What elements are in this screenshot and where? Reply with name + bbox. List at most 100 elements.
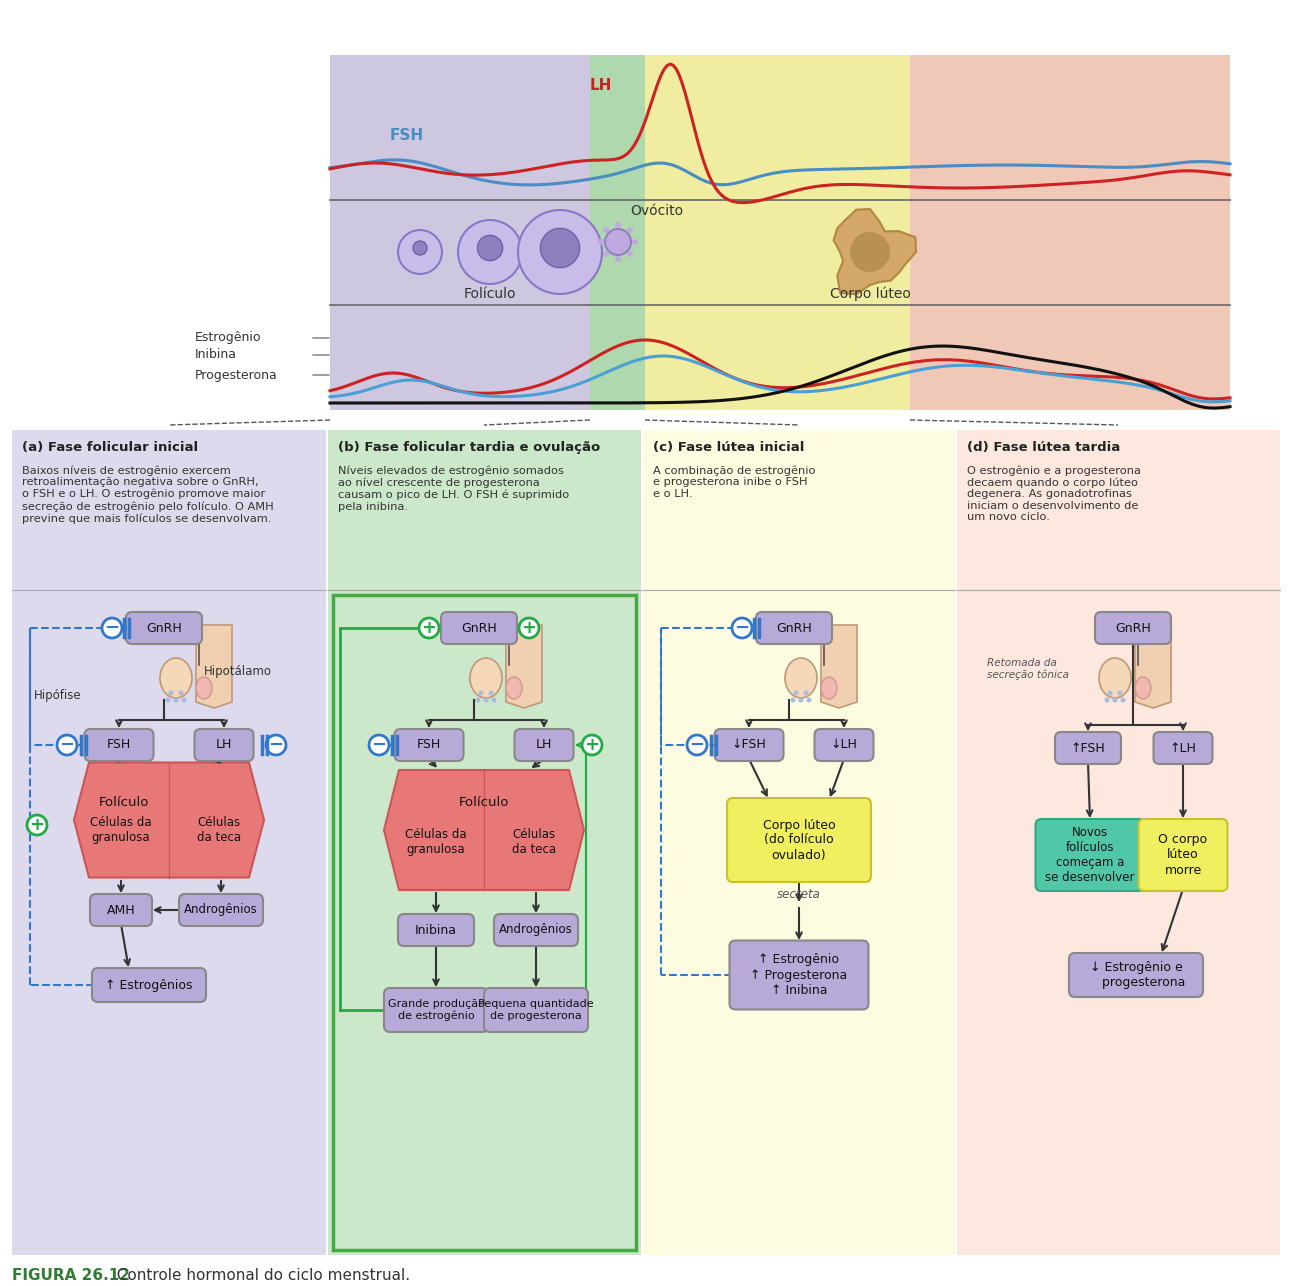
FancyBboxPatch shape xyxy=(1154,732,1212,764)
Text: AMH: AMH xyxy=(107,904,136,917)
Circle shape xyxy=(266,736,286,755)
FancyBboxPatch shape xyxy=(727,799,871,882)
Text: A combinação de estrogênio
e progesterona inibe o FSH
e o LH.: A combinação de estrogênio e progesteron… xyxy=(652,466,815,499)
Text: Folículo: Folículo xyxy=(464,287,517,301)
Polygon shape xyxy=(820,625,857,709)
Ellipse shape xyxy=(470,658,503,698)
Circle shape xyxy=(57,736,78,755)
Text: FSH: FSH xyxy=(390,129,424,143)
Text: +: + xyxy=(584,736,599,754)
Circle shape xyxy=(181,697,186,702)
Circle shape xyxy=(806,697,811,702)
Circle shape xyxy=(419,619,439,638)
Text: LH: LH xyxy=(216,738,233,751)
Circle shape xyxy=(804,691,809,696)
Circle shape xyxy=(168,691,173,696)
Circle shape xyxy=(370,736,389,755)
Circle shape xyxy=(173,697,178,702)
FancyBboxPatch shape xyxy=(756,612,832,644)
Ellipse shape xyxy=(1099,658,1130,698)
Text: ↑ Estrogênios: ↑ Estrogênios xyxy=(105,979,193,992)
Text: Ovócito: Ovócito xyxy=(630,204,683,219)
Circle shape xyxy=(413,240,426,255)
Circle shape xyxy=(850,231,890,273)
Bar xyxy=(645,55,910,410)
FancyBboxPatch shape xyxy=(90,894,152,926)
Circle shape xyxy=(793,691,798,696)
Circle shape xyxy=(581,736,602,755)
Circle shape xyxy=(1105,697,1110,702)
Text: +: + xyxy=(522,619,536,637)
Circle shape xyxy=(478,235,503,261)
Bar xyxy=(12,430,326,1255)
Circle shape xyxy=(519,619,539,638)
FancyBboxPatch shape xyxy=(1056,732,1121,764)
Text: Androgênios: Androgênios xyxy=(185,904,258,917)
Circle shape xyxy=(165,697,171,702)
Text: Novos
folículos
começam a
se desenvolver: Novos folículos começam a se desenvolver xyxy=(1045,826,1134,883)
Text: FSH: FSH xyxy=(417,738,441,751)
Circle shape xyxy=(687,736,707,755)
Bar xyxy=(328,430,641,1255)
Text: Células da
granulosa: Células da granulosa xyxy=(406,828,466,856)
Bar xyxy=(957,430,1280,1255)
Text: −: − xyxy=(105,619,120,637)
FancyBboxPatch shape xyxy=(1138,819,1227,891)
FancyBboxPatch shape xyxy=(441,612,517,644)
Polygon shape xyxy=(506,625,543,709)
Text: Inibina: Inibina xyxy=(415,923,457,936)
Text: ↓LH: ↓LH xyxy=(831,738,858,751)
Circle shape xyxy=(632,239,638,246)
Circle shape xyxy=(1112,697,1118,702)
Text: secreta: secreta xyxy=(776,889,820,901)
Circle shape xyxy=(1118,691,1123,696)
Ellipse shape xyxy=(160,658,193,698)
Text: +: + xyxy=(421,619,437,637)
Circle shape xyxy=(798,697,804,702)
Text: FSH: FSH xyxy=(107,738,130,751)
Circle shape xyxy=(518,210,602,294)
Text: Células
da teca: Células da teca xyxy=(196,817,242,844)
FancyBboxPatch shape xyxy=(92,968,205,1002)
Circle shape xyxy=(627,251,633,257)
FancyBboxPatch shape xyxy=(1035,819,1145,891)
Circle shape xyxy=(733,619,752,638)
Text: +: + xyxy=(30,817,44,835)
Text: (d) Fase lútea tardia: (d) Fase lútea tardia xyxy=(966,441,1120,454)
Text: Hipófise: Hipófise xyxy=(34,688,81,701)
Text: (a) Fase folicular inicial: (a) Fase folicular inicial xyxy=(22,441,198,454)
Circle shape xyxy=(457,220,522,284)
Text: Folículo: Folículo xyxy=(98,796,149,809)
FancyBboxPatch shape xyxy=(814,729,873,761)
FancyBboxPatch shape xyxy=(1068,953,1203,997)
Polygon shape xyxy=(74,763,264,877)
Text: −: − xyxy=(690,736,704,754)
Text: −: − xyxy=(59,736,75,754)
FancyBboxPatch shape xyxy=(1096,612,1171,644)
Text: ↑ Estrogênio
↑ Progesterona
↑ Inibina: ↑ Estrogênio ↑ Progesterona ↑ Inibina xyxy=(751,953,848,997)
Text: Pequena quantidade
de progesterona: Pequena quantidade de progesterona xyxy=(478,999,594,1021)
Text: ↓FSH: ↓FSH xyxy=(731,738,766,751)
Text: GnRH: GnRH xyxy=(146,621,182,634)
Text: FIGURA 26.12: FIGURA 26.12 xyxy=(12,1268,130,1282)
Ellipse shape xyxy=(820,676,837,700)
Circle shape xyxy=(605,229,630,255)
Circle shape xyxy=(102,619,121,638)
Text: (c) Fase lútea inicial: (c) Fase lútea inicial xyxy=(652,441,805,454)
FancyBboxPatch shape xyxy=(514,729,574,761)
Ellipse shape xyxy=(1134,676,1151,700)
Polygon shape xyxy=(196,625,233,709)
Ellipse shape xyxy=(786,658,817,698)
Circle shape xyxy=(27,815,47,835)
Text: ↑FSH: ↑FSH xyxy=(1071,742,1106,755)
Polygon shape xyxy=(384,770,584,890)
FancyBboxPatch shape xyxy=(494,914,578,946)
Text: Controle hormonal do ciclo menstrual.: Controle hormonal do ciclo menstrual. xyxy=(107,1268,410,1282)
Circle shape xyxy=(1120,697,1125,702)
FancyBboxPatch shape xyxy=(398,914,474,946)
Circle shape xyxy=(627,228,633,233)
Ellipse shape xyxy=(506,676,522,700)
Text: LH: LH xyxy=(590,78,612,93)
FancyBboxPatch shape xyxy=(384,988,488,1031)
Bar xyxy=(590,55,645,410)
